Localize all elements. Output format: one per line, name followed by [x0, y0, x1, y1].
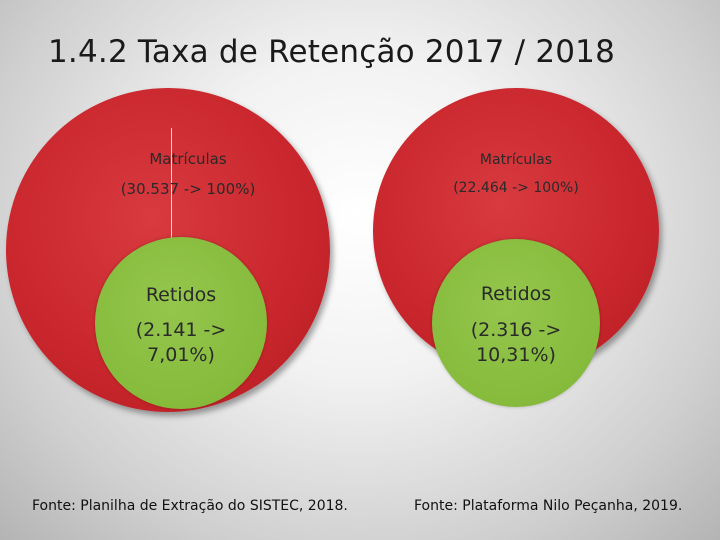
- retained-label-2018: Retidos: [480, 283, 552, 305]
- retained-value-line2-2018: 10,31%): [476, 344, 556, 366]
- enrollments-value-2017: (30.537 -> 100%): [120, 180, 256, 198]
- enrollments-label-2018: Matrículas: [479, 152, 553, 168]
- page-title: 1.4.2 Taxa de Retenção 2017 / 2018: [48, 34, 616, 70]
- retained-value-line1-2018: (2.316 ->: [470, 319, 562, 341]
- divider-line: [171, 128, 172, 238]
- enrollments-value-2018: (22.464 -> 100%): [453, 180, 579, 196]
- retained-label-2017: Retidos: [145, 284, 217, 306]
- retained-value-line1-2017: (2.141 ->: [135, 319, 227, 341]
- retained-value-line2-2017: 7,01%): [147, 344, 215, 366]
- retained-circle-2017: [95, 237, 267, 409]
- retained-circle-2018: [432, 239, 600, 407]
- enrollments-label-2017: Matrículas: [149, 150, 227, 168]
- source-2017: Fonte: Planilha de Extração do SISTEC, 2…: [32, 498, 348, 514]
- source-2018: Fonte: Plataforma Nilo Peçanha, 2019.: [414, 498, 683, 514]
